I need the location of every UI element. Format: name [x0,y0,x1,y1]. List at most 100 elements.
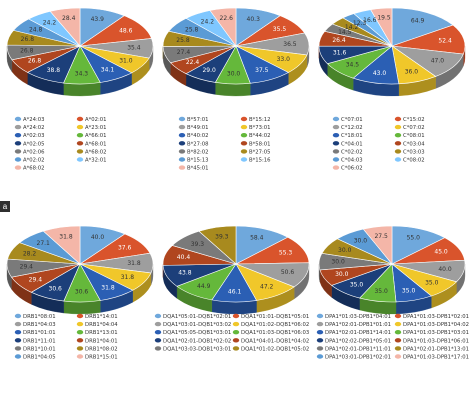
pie-value-label-4-10: 28.2 [23,250,37,257]
pie-value-label-3-10: 14.2 [345,24,359,31]
pie-slice-1-13 [49,7,81,47]
pie-value-label-4-3: 31.8 [127,260,141,267]
legend-swatch-4-5 [14,330,22,335]
pie-value-label-3-2: 52.4 [438,37,452,44]
pie-value-label-6-8: 30.0 [335,271,349,278]
legend-entry-2-7: B*27:08 [187,141,209,147]
legend-entry-3-9: C*02:02 [341,149,363,155]
legend-swatch-4-8 [76,338,84,343]
pie-value-label-1-13: 28.4 [62,15,76,22]
pie-value-label-2-13: 22.6 [220,15,234,22]
legend-swatch-5-9 [154,346,162,351]
legend-entry-5-4: DQA1*01:02-DQB1*06:02 [241,322,309,328]
legend-swatch-3-10 [394,149,402,154]
pie-value-label-4-12: 31.8 [59,233,73,240]
pie-value-label-1-10: 26.8 [21,36,35,43]
pie-value-label-1-5: 34.1 [101,67,115,74]
legend-swatch-3-12 [394,157,402,162]
legend-entry-4-9: DRB1*10:01 [23,346,56,352]
pie-value-label-3-3: 47.0 [431,58,445,65]
legend-swatch-4-11 [14,354,22,359]
legend-swatch-5-8 [232,338,240,343]
legend-swatch-5-10 [232,346,240,351]
legend-swatch-6-10 [394,346,402,351]
legend-entry-1-12: A*32:01 [85,158,107,164]
legend-entry-6-7: DPA1*02:02-DPB1*05:01 [325,338,391,344]
pie-value-label-1-8: 26.8 [28,58,42,65]
legend-swatch-3-5 [332,133,340,138]
legend-entry-4-3: DRB1*04:03 [23,322,56,328]
pie-value-label-6-2: 45.0 [434,249,448,256]
legend-entry-3-8: C*03:04 [403,141,425,147]
legend-entry-1-5: A*02:03 [23,133,45,139]
legend-entry-5-2: DQA1*01:01-DQB1*05:01 [241,314,309,320]
legend-entry-6-8: DPA1*01:03-DPB1*06:01 [403,338,469,344]
legend-entry-4-12: DRB1*15:01 [85,355,118,361]
pie-value-label-1-11: 24.8 [29,26,43,33]
pie-value-label-3-12: 16.6 [363,17,377,24]
legend-entry-2-9: B*82:02 [187,149,209,155]
legend-swatch-2-3 [178,124,186,130]
legend-entry-1-7: A*02:05 [23,141,45,147]
pie-value-label-1-3: 35.4 [127,44,141,51]
legend-entry-4-1: DRB1*08:01 [23,314,56,320]
legend-entry-5-7: DQA1*02:01-DQB1*02:02 [163,338,231,344]
legend-swatch-3-9 [332,149,340,154]
pie-value-label-6-4: 35.0 [425,280,439,287]
legend-swatch-1-6 [76,133,84,138]
pie-value-label-6-3: 40.0 [438,266,452,273]
pie-value-label-6-5: 35.0 [402,287,416,294]
pie-slice-3-2 [391,24,466,55]
legend-swatch-6-7 [316,338,324,343]
legend-entry-5-9: DQA1*03:03-DQB1*03:01 [163,346,231,352]
legend-swatch-4-1 [14,313,22,319]
legend-2: B*57:01 B*15:12 B*49:01 B*73:01 B*40:02 B*44:… [178,116,271,172]
legend-swatch-4-4 [76,321,84,327]
pie-slice-3-13 [370,7,393,48]
legend-entry-3-10: C*03:03 [403,149,425,155]
pie-slice-3-1 [391,7,454,47]
pie-side-2-6 [215,82,251,97]
legend-entry-1-11: A*02:02 [23,158,45,164]
legend-entry-3-4: C*07:02 [403,125,425,131]
legend-entry-4-10: DRB1*08:02 [85,346,118,352]
pie-slice-5-10 [198,225,237,265]
pie-slice-4-12 [42,225,81,265]
pie-value-label-6-11: 30.0 [354,238,368,245]
pie-value-label-3-9: 14.5 [338,29,352,36]
legend-entry-4-8: DRB1*04:01 [85,338,118,344]
pie-value-label-4-11: 27.1 [37,240,51,247]
pie-slice-2-13 [209,7,237,47]
pie-chart-3: 64.9 52.4 47.0 36.0 43.0 34.5 31.6 26.414.514.2… [318,7,466,97]
legend-swatch-5-2 [232,313,240,319]
pie-value-label-2-6: 30.0 [227,71,241,78]
legend-entry-6-11: DPA1*03:01-DPB1*02:01 [325,355,391,361]
legend-entry-2-11: B*15:13 [187,158,209,164]
pie-side-1-6 [63,82,101,97]
pie-value-label-5-1: 58.4 [250,235,264,242]
legend-swatch-1-4 [76,124,84,130]
pie-value-label-2-10: 25.8 [176,37,190,44]
pie-value-label-5-7: 43.8 [178,270,192,277]
legend-swatch-4-3 [14,321,22,327]
pie-value-label-5-3: 50.6 [281,269,295,276]
pie-value-label-3-13: 19.5 [377,15,391,22]
pie-value-label-4-9: 29.4 [20,264,34,271]
legend-swatch-1-3 [14,124,22,130]
legend-entry-2-12: B*15:16 [249,158,271,164]
legend-entry-2-2: B*15:12 [249,117,271,123]
legend-swatch-1-8 [76,141,84,146]
legend-entry-3-6: C*08:01 [403,133,425,139]
legend-swatch-5-5 [154,330,162,335]
pie-value-label-3-6: 34.5 [346,62,360,69]
legend-swatch-1-10 [76,149,84,154]
legend-swatch-3-11 [332,157,340,162]
legend-swatch-3-6 [394,133,402,138]
pie-slice-5-1 [235,225,289,265]
legend-swatch-2-7 [178,141,186,146]
pie-chart-6: 55.045.040.035.035.035.035.030.030.030.0… [318,225,466,315]
pie-value-label-2-12: 24.2 [201,19,215,26]
legend-swatch-3-4 [394,124,402,130]
legend-entry-4-7: DRB1*11:01 [23,338,56,344]
legend-swatch-2-1 [178,116,186,122]
